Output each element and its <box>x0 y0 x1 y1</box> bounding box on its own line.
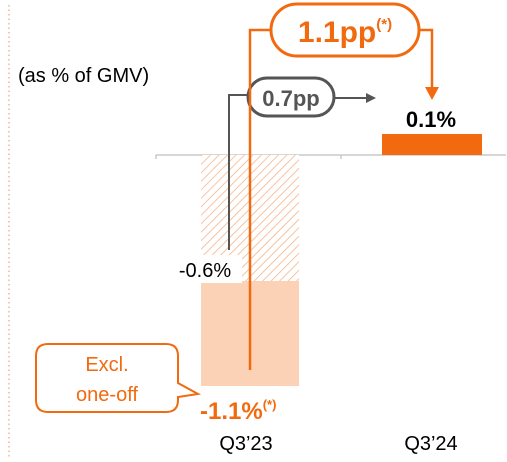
label-q3-23-total-value: -1.1% <box>200 398 263 425</box>
label-q3-23-total: -1.1%(*) <box>200 397 276 425</box>
callout-line-1: Excl. <box>85 354 128 376</box>
label-q3-24-value: 0.1% <box>406 107 456 132</box>
y-axis-label: (as % of GMV) <box>18 65 149 87</box>
bubble-0-7pp <box>246 76 336 118</box>
connector-1-1pp <box>248 28 276 370</box>
bar-q3-24 <box>382 134 482 155</box>
bubble-1-1pp <box>269 2 421 58</box>
delta-1-1pp-suffix: (*) <box>376 16 392 33</box>
callout-excl-one-off <box>35 343 202 413</box>
arrowhead-1-1pp <box>425 87 439 100</box>
delta-1-1pp: 1.1pp(*) <box>298 16 392 49</box>
delta-0-7pp: 0.7pp <box>262 86 319 111</box>
label-excl-background <box>168 255 242 283</box>
connector-0-7pp <box>228 94 252 250</box>
delta-1-1pp-value: 1.1pp <box>298 16 376 49</box>
x-tick-label-q3-23: Q3’23 <box>219 433 272 455</box>
x-tick-label-q3-24: Q3’24 <box>404 433 457 455</box>
label-q3-23-total-suffix: (*) <box>263 397 277 412</box>
label-q3-23-excl: -0.6% <box>179 260 231 282</box>
callout-line-2: one-off <box>76 384 138 406</box>
